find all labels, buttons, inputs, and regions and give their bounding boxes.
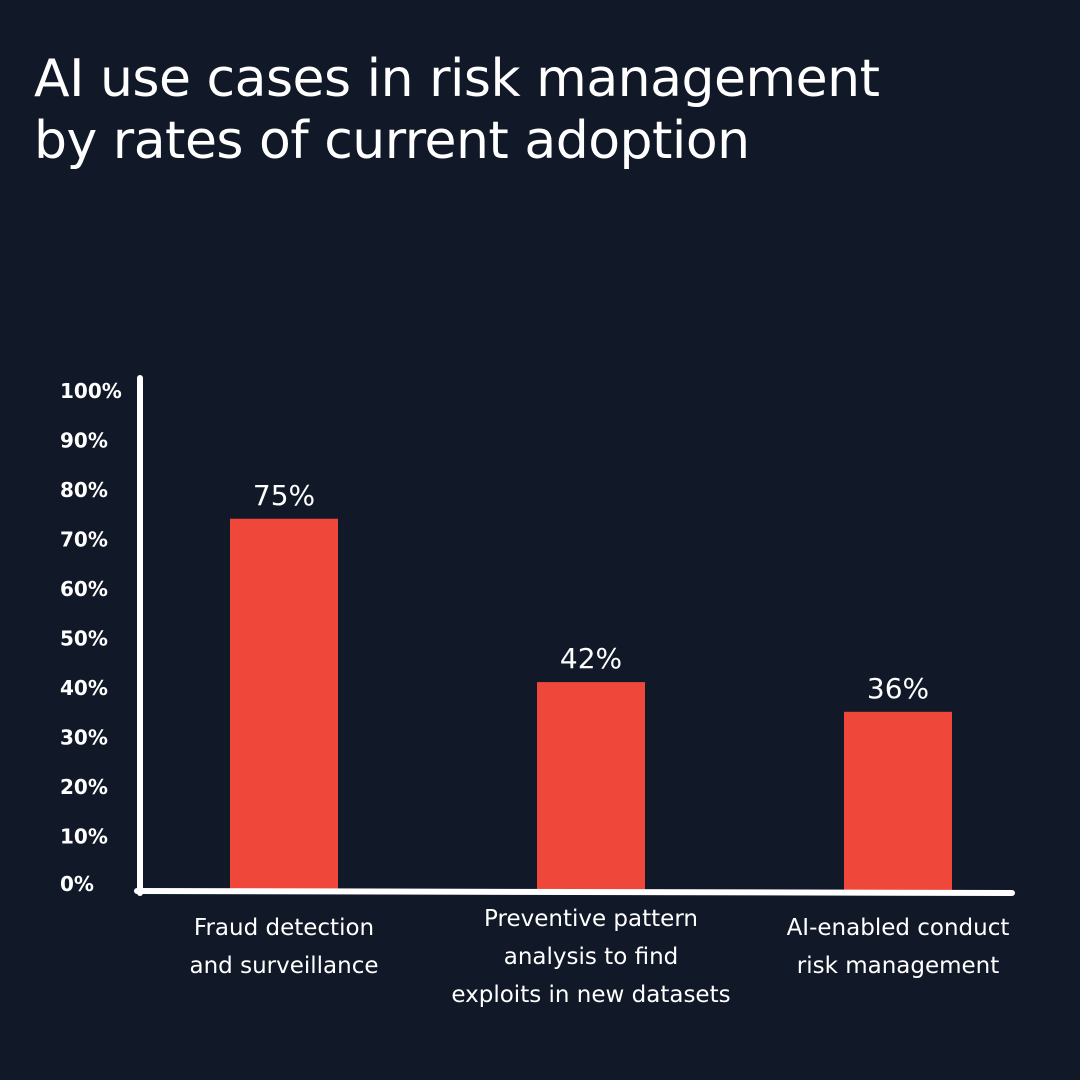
- category-label: and surveillance: [190, 953, 379, 979]
- bar: [844, 711, 952, 890]
- y-tick-label: 90%: [60, 429, 108, 453]
- data-label: 42%: [560, 642, 622, 675]
- bar: [537, 682, 645, 890]
- y-tick-label: 80%: [60, 478, 108, 502]
- y-tick-label: 50%: [60, 627, 108, 651]
- category-label: AI-enabled conduct: [787, 915, 1010, 941]
- category-label: analysis to find: [504, 944, 679, 970]
- category-label: risk management: [797, 953, 1000, 979]
- y-tick-label: 70%: [60, 528, 108, 552]
- y-tick-label: 0%: [60, 872, 94, 896]
- y-tick-label: 10%: [60, 825, 108, 849]
- x-axis-line: [134, 888, 1015, 896]
- y-tick-label: 100%: [60, 379, 122, 403]
- chart-title: AI use cases in risk management by rates…: [34, 49, 880, 171]
- y-tick-label: 40%: [60, 676, 108, 700]
- bar: [230, 518, 338, 890]
- y-tick-label: 20%: [60, 775, 108, 799]
- y-tick-label: 60%: [60, 577, 108, 601]
- y-tick-label: 30%: [60, 726, 108, 750]
- category-label: Preventive pattern: [484, 906, 698, 932]
- data-label: 36%: [867, 672, 929, 705]
- category-label: Fraud detection: [194, 915, 374, 941]
- category-label: exploits in new datasets: [451, 982, 730, 1008]
- data-label: 75%: [253, 479, 315, 512]
